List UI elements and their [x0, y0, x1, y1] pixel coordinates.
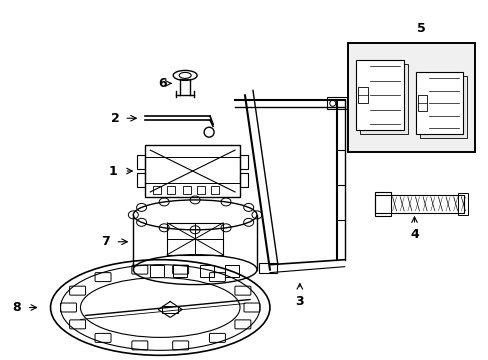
Bar — [419, 76, 467, 138]
Text: 5: 5 — [416, 22, 425, 35]
Bar — [457, 193, 468, 215]
Bar — [415, 72, 463, 134]
Text: 6: 6 — [158, 77, 166, 90]
Text: 8: 8 — [12, 301, 21, 314]
Bar — [197, 186, 204, 194]
Text: 3: 3 — [295, 295, 304, 308]
Bar — [224, 265, 239, 276]
Bar — [357, 87, 367, 103]
Bar — [162, 306, 178, 314]
Text: 1: 1 — [109, 165, 118, 177]
Bar — [374, 192, 390, 216]
Text: 2: 2 — [111, 112, 120, 125]
Bar — [326, 97, 346, 109]
Bar — [359, 64, 407, 134]
Bar — [137, 173, 145, 187]
Bar — [347, 42, 474, 152]
Bar — [150, 265, 164, 276]
Bar — [173, 265, 187, 276]
Bar — [240, 155, 247, 169]
Text: 4: 4 — [409, 228, 418, 241]
Bar — [137, 155, 145, 169]
Bar — [200, 265, 214, 276]
Bar — [183, 186, 191, 194]
Bar — [259, 263, 276, 273]
Bar — [167, 223, 223, 255]
Bar — [240, 173, 247, 187]
Bar — [417, 95, 427, 111]
Bar — [145, 145, 240, 197]
Bar — [355, 60, 403, 130]
Bar — [153, 186, 161, 194]
Bar — [167, 186, 175, 194]
Text: 7: 7 — [101, 235, 109, 248]
Bar — [347, 42, 474, 152]
Bar — [211, 186, 219, 194]
Bar — [374, 195, 464, 213]
